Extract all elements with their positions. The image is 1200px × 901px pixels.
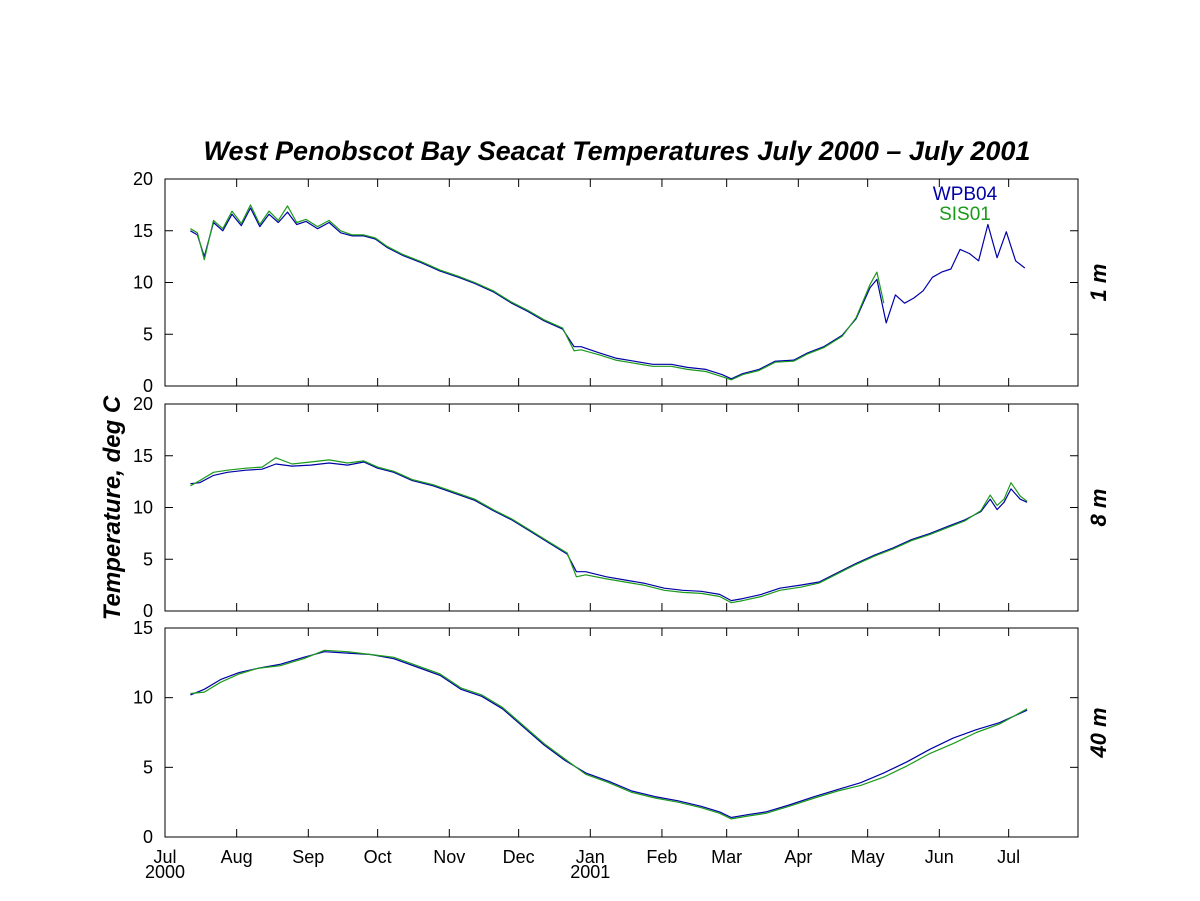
- depth-label: 1 m: [1086, 264, 1111, 302]
- y-tick-label: 10: [133, 688, 153, 708]
- y-tick-label: 15: [133, 618, 153, 638]
- x-tick-label: Dec: [503, 847, 535, 867]
- x-tick-label: Apr: [784, 847, 812, 867]
- panel-frame: [164, 627, 1079, 838]
- x-tick-label: Nov: [433, 847, 465, 867]
- x-tick-label: Oct: [364, 847, 392, 867]
- x-tick-sublabel: 2000: [145, 862, 185, 882]
- x-tick-label: Sep: [292, 847, 324, 867]
- panels: 0 5 10 15 20 1 m 0 5 10 15 20 8 m 0 5 10 15 40 m: [133, 169, 1111, 847]
- y-tick-label: 15: [133, 446, 153, 466]
- x-tick-sublabel: 2001: [570, 862, 610, 882]
- panel-3: 0 5 10 15 40 m: [133, 618, 1111, 847]
- x-tick-label: Jul: [153, 847, 176, 867]
- panel-2: 0 5 10 15 20 8 m: [133, 394, 1111, 621]
- y-tick-label: 0: [143, 827, 153, 847]
- legend-entry-wpb04: WPB04: [933, 184, 998, 205]
- depth-label: 40 m: [1086, 707, 1111, 758]
- y-tick-label: 5: [143, 324, 153, 344]
- x-tick-label: Aug: [221, 847, 253, 867]
- x-tick-label: Feb: [646, 847, 677, 867]
- depth-label: 8 m: [1086, 489, 1111, 527]
- legend-entry-sis01: SIS01: [939, 204, 991, 225]
- y-tick-label: 5: [143, 757, 153, 777]
- series-line-sis01: [190, 457, 1028, 604]
- series-line-sis01: [190, 649, 1028, 820]
- x-tick-label: Mar: [711, 847, 742, 867]
- y-tick-label: 0: [143, 601, 153, 621]
- panel-1: 0 5 10 15 20 1 m: [133, 169, 1111, 396]
- series-line-sis01: [190, 204, 885, 381]
- y-tick-label: 20: [133, 169, 153, 189]
- y-tick-label: 10: [133, 273, 153, 293]
- y-tick-label: 15: [133, 221, 153, 241]
- y-tick-label: 20: [133, 394, 153, 414]
- series-line-wpb04: [190, 461, 1028, 602]
- y-axis-label: Temperature, deg C: [99, 395, 126, 620]
- x-tick-label: May: [851, 847, 885, 867]
- chart-title: West Penobscot Bay Seacat Temperatures J…: [204, 136, 1031, 166]
- x-tick-label: Jul: [997, 847, 1020, 867]
- y-tick-label: 10: [133, 498, 153, 518]
- x-tick-label: Jan: [576, 847, 605, 867]
- x-tick-label: Jun: [925, 847, 954, 867]
- y-tick-label: 0: [143, 376, 153, 396]
- y-tick-label: 5: [143, 549, 153, 569]
- series-line-wpb04: [190, 207, 1026, 380]
- series-line-wpb04: [190, 651, 1028, 819]
